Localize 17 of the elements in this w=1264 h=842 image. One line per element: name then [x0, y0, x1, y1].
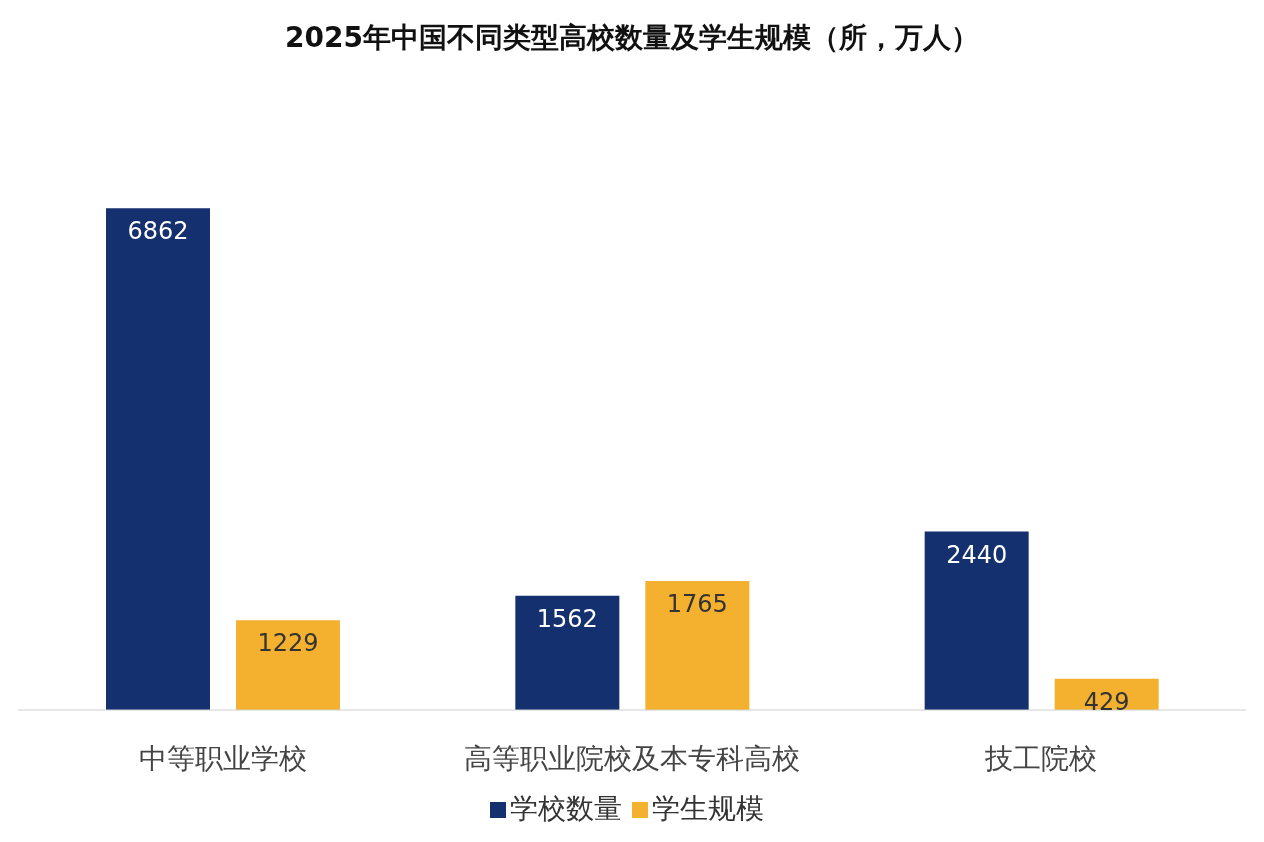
bar [236, 620, 340, 710]
data-label: 429 [1083, 687, 1130, 716]
data-label: 6862 [127, 217, 189, 246]
legend-label: 学校数量 [510, 792, 622, 825]
x-tick-label: 高等职业院校及本专科高校 [464, 741, 800, 775]
legend-label: 学生规模 [652, 792, 764, 825]
data-label: 1229 [257, 629, 319, 658]
chart-title: 2025年中国不同类型高校数量及学生规模（所，万人） [284, 20, 980, 56]
bar [645, 580, 750, 710]
x-tick-label: 中等职业学校 [138, 741, 307, 775]
data-label: 1562 [536, 604, 598, 633]
bar [515, 595, 620, 710]
data-label: 1765 [666, 590, 728, 618]
x-tick-label: 技工院校 [984, 741, 1098, 775]
bar [106, 208, 210, 710]
data-label: 2440 [946, 540, 1008, 569]
bar [924, 531, 1029, 710]
